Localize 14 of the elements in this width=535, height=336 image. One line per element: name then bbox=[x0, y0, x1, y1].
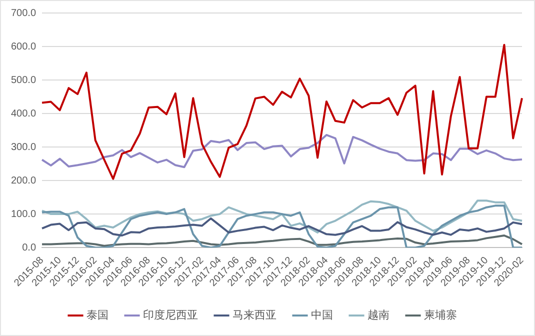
y-tick-label: 700.0 bbox=[10, 8, 36, 19]
y-tick-label: 0.0 bbox=[22, 242, 36, 254]
y-tick-label: 300.0 bbox=[10, 142, 36, 153]
legend-label: 马来西亚 bbox=[232, 308, 276, 322]
legend-label: 柬埔寨 bbox=[424, 308, 457, 322]
legend-label: 越南 bbox=[368, 308, 390, 322]
legend-label: 中国 bbox=[311, 308, 333, 322]
y-tick-label: 400.0 bbox=[10, 108, 36, 120]
y-tick-label: 600.0 bbox=[10, 41, 36, 52]
y-tick-label: 200.0 bbox=[10, 175, 36, 186]
y-tick-label: 100.0 bbox=[10, 208, 36, 220]
y-tick-label: 500.0 bbox=[10, 74, 36, 86]
legend-label: 印度尼西亚 bbox=[143, 308, 198, 322]
legend-label: 泰国 bbox=[86, 308, 108, 322]
